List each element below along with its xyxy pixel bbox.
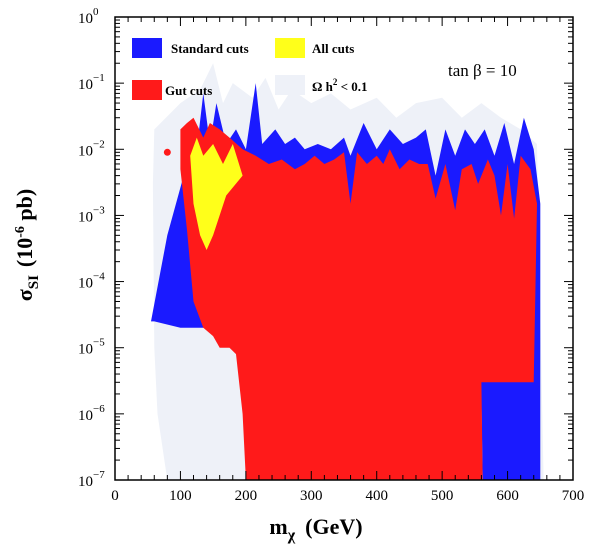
x-axis-title: mχ (GeV) <box>269 514 362 544</box>
y-tick-label: 10−6 <box>78 403 105 424</box>
legend-swatch-standard-cuts <box>132 38 162 58</box>
x-tick-label: 300 <box>300 488 323 504</box>
plot-frame <box>114 16 574 481</box>
legend-swatch-relic-density <box>275 75 305 95</box>
y-tick-label: 100 <box>78 6 99 27</box>
tick-layer <box>114 16 574 481</box>
y-tick-label: 10−1 <box>78 72 105 93</box>
x-tick-label: 500 <box>431 488 454 504</box>
legend-label-relic-density: Ω h2 < 0.1 <box>312 77 368 94</box>
x-tick-label: 400 <box>365 488 388 504</box>
y-tick-label: 10−2 <box>78 138 105 159</box>
region-all-cuts <box>190 137 243 250</box>
y-tick-label: 10−5 <box>78 337 105 358</box>
series-layer <box>151 63 544 480</box>
isolated-point <box>163 148 171 156</box>
legend-swatch-gut-cuts <box>132 80 162 100</box>
x-tick-label: 0 <box>111 488 119 504</box>
x-tick-label: 200 <box>235 488 258 504</box>
legend: Standard cuts All cuts Gut cuts Ω h2 < 0… <box>132 38 368 100</box>
region-gut-cuts <box>180 117 537 480</box>
legend-label-all-cuts: All cuts <box>312 41 354 56</box>
x-tick-label: 700 <box>562 488 585 504</box>
legend-swatch-all-cuts <box>275 38 305 58</box>
y-tick-label: 10−3 <box>78 204 105 225</box>
x-tick-label: 100 <box>169 488 192 504</box>
x-tick-label: 600 <box>496 488 519 504</box>
y-tick-labels: 100 10−1 10−2 10−3 10−4 10−5 10−6 10−7 <box>78 6 105 490</box>
legend-label-gut-cuts: Gut cuts <box>165 83 212 98</box>
y-tick-label: 10−4 <box>78 271 105 292</box>
tan-beta-annotation: tan β = 10 <box>448 61 517 80</box>
point-layer <box>163 148 171 156</box>
x-tick-labels: 0 100 200 300 400 500 600 700 <box>111 488 584 504</box>
y-axis-title: σSI(10-6 pb) <box>12 189 42 301</box>
legend-label-standard-cuts: Standard cuts <box>171 41 249 56</box>
y-tick-label: 10−7 <box>78 469 105 490</box>
